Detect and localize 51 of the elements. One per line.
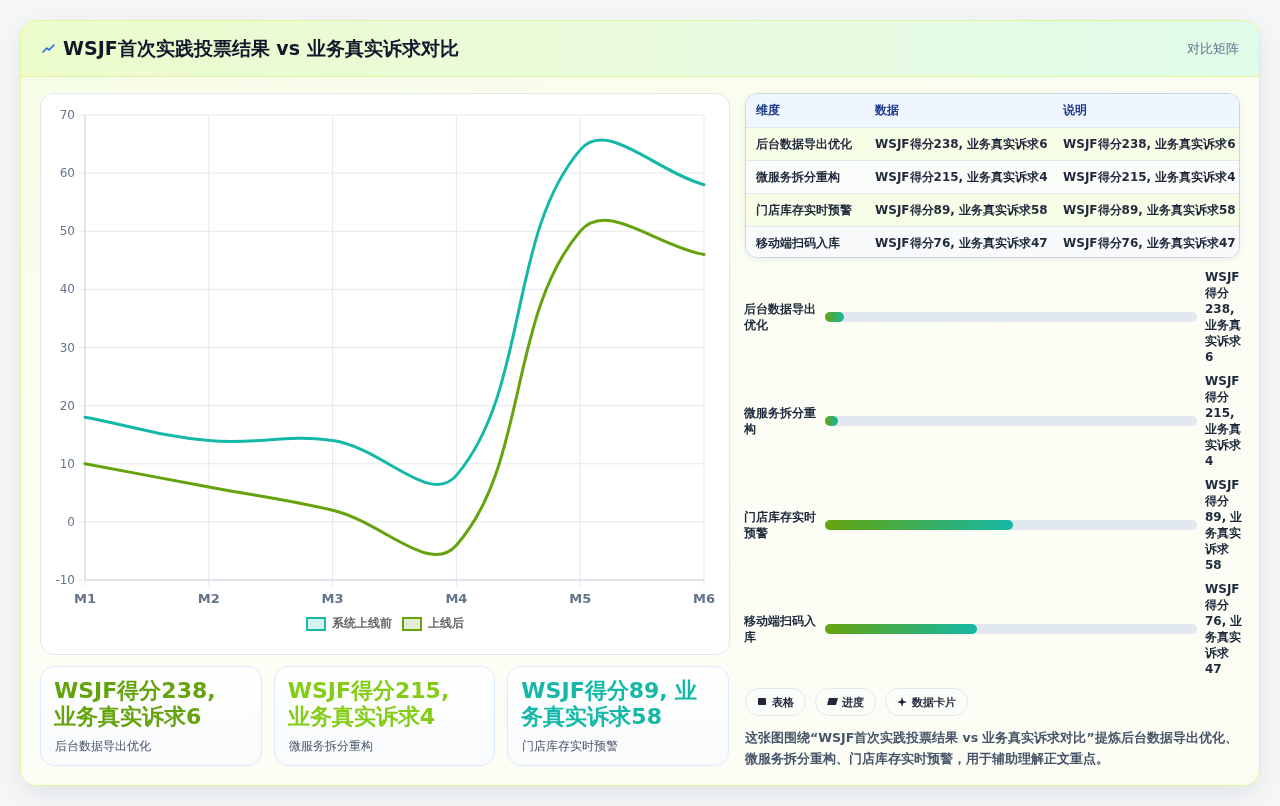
text: WSJF首次实践投票结果 vs 业务真实诉求对比 bbox=[63, 36, 459, 61]
text: WSJF得分215, 业务真实诉求4 bbox=[875, 169, 1048, 184]
category-label: 数据 bbox=[875, 102, 900, 119]
data-label: WSJF得分89, 业务真实诉求58 bbox=[1205, 477, 1244, 573]
y-tick-label: 40 bbox=[59, 282, 75, 297]
text: 这张图围绕“WSJF首次实践投票结果 vs 业务真实诉求对比”提炼后台数据导出优化、微服务拆分重构、门店库存实时预警，用于辅助理解正文重点。 bbox=[745, 729, 1239, 768]
y-tick-label: 70 bbox=[59, 108, 75, 122]
x-tick-label: M2 bbox=[197, 590, 220, 606]
category-label: 移动端扫码入库 bbox=[756, 235, 840, 250]
x-tick-label: M6 bbox=[693, 590, 715, 606]
x-tick-label: M3 bbox=[321, 590, 344, 606]
text: 数据卡片 bbox=[912, 694, 956, 710]
y-tick-label: 10 bbox=[59, 456, 75, 471]
y-tick-label: 20 bbox=[59, 398, 75, 413]
x-tick-label: M5 bbox=[569, 590, 592, 606]
text: 表格 bbox=[772, 694, 794, 710]
legend-label: 上线后 bbox=[428, 615, 464, 632]
data-label: WSJF得分76, 业务真实诉求47 bbox=[1205, 581, 1244, 677]
category-label: 说明 bbox=[1063, 102, 1088, 119]
data-label: WSJF得分215, 业务真实诉求4 bbox=[1205, 373, 1242, 469]
x-tick-label: M4 bbox=[445, 590, 468, 606]
category-label: 微服务拆分重构 bbox=[756, 169, 840, 184]
category-label: WSJF得分238, 业务真实诉求6 bbox=[54, 678, 217, 730]
text: WSJF得分215, 业务真实诉求4 bbox=[1063, 169, 1236, 184]
text: WSJF得分89, 业务真实诉求58 bbox=[1063, 202, 1236, 217]
category-label: 维度 bbox=[756, 102, 781, 119]
category-label: WSJF得分89, 业务真实诉求58 bbox=[521, 678, 699, 730]
x-tick-label: M1 bbox=[74, 590, 96, 606]
text: WSJF得分238, 业务真实诉求6 bbox=[1063, 136, 1236, 151]
y-tick-label: 0 bbox=[67, 514, 75, 529]
text: WSJF得分238, 业务真实诉求6 bbox=[875, 136, 1048, 151]
text: 进度 bbox=[842, 694, 864, 710]
y-tick-label: 微服务拆分重构 bbox=[744, 405, 817, 438]
text: WSJF得分76, 业务真实诉求47 bbox=[1063, 235, 1236, 250]
text: WSJF得分89, 业务真实诉求58 bbox=[875, 202, 1048, 217]
text: WSJF得分76, 业务真实诉求47 bbox=[875, 235, 1048, 250]
text: 门店库存实时预警 bbox=[522, 739, 619, 753]
category-label: WSJF得分215, 业务真实诉求4 bbox=[287, 678, 451, 730]
text: 微服务拆分重构 bbox=[288, 739, 373, 753]
y-tick-label: -10 bbox=[55, 573, 75, 587]
y-tick-label: 移动端扫码入库 bbox=[744, 613, 817, 646]
category-label: 后台数据导出优化 bbox=[756, 136, 852, 151]
y-tick-label: 后台数据导出优化 bbox=[744, 301, 817, 334]
data-label: WSJF得分238, 业务真实诉求6 bbox=[1205, 269, 1242, 365]
y-tick-label: 门店库存实时预警 bbox=[744, 509, 817, 542]
y-tick-label: 50 bbox=[59, 224, 75, 239]
y-tick-label: 30 bbox=[59, 340, 75, 355]
text: 对比矩阵 bbox=[1187, 40, 1239, 58]
category-label: 门店库存实时预警 bbox=[756, 202, 852, 217]
legend-label: 系统上线前 bbox=[332, 615, 392, 632]
y-tick-label: 60 bbox=[59, 166, 75, 181]
